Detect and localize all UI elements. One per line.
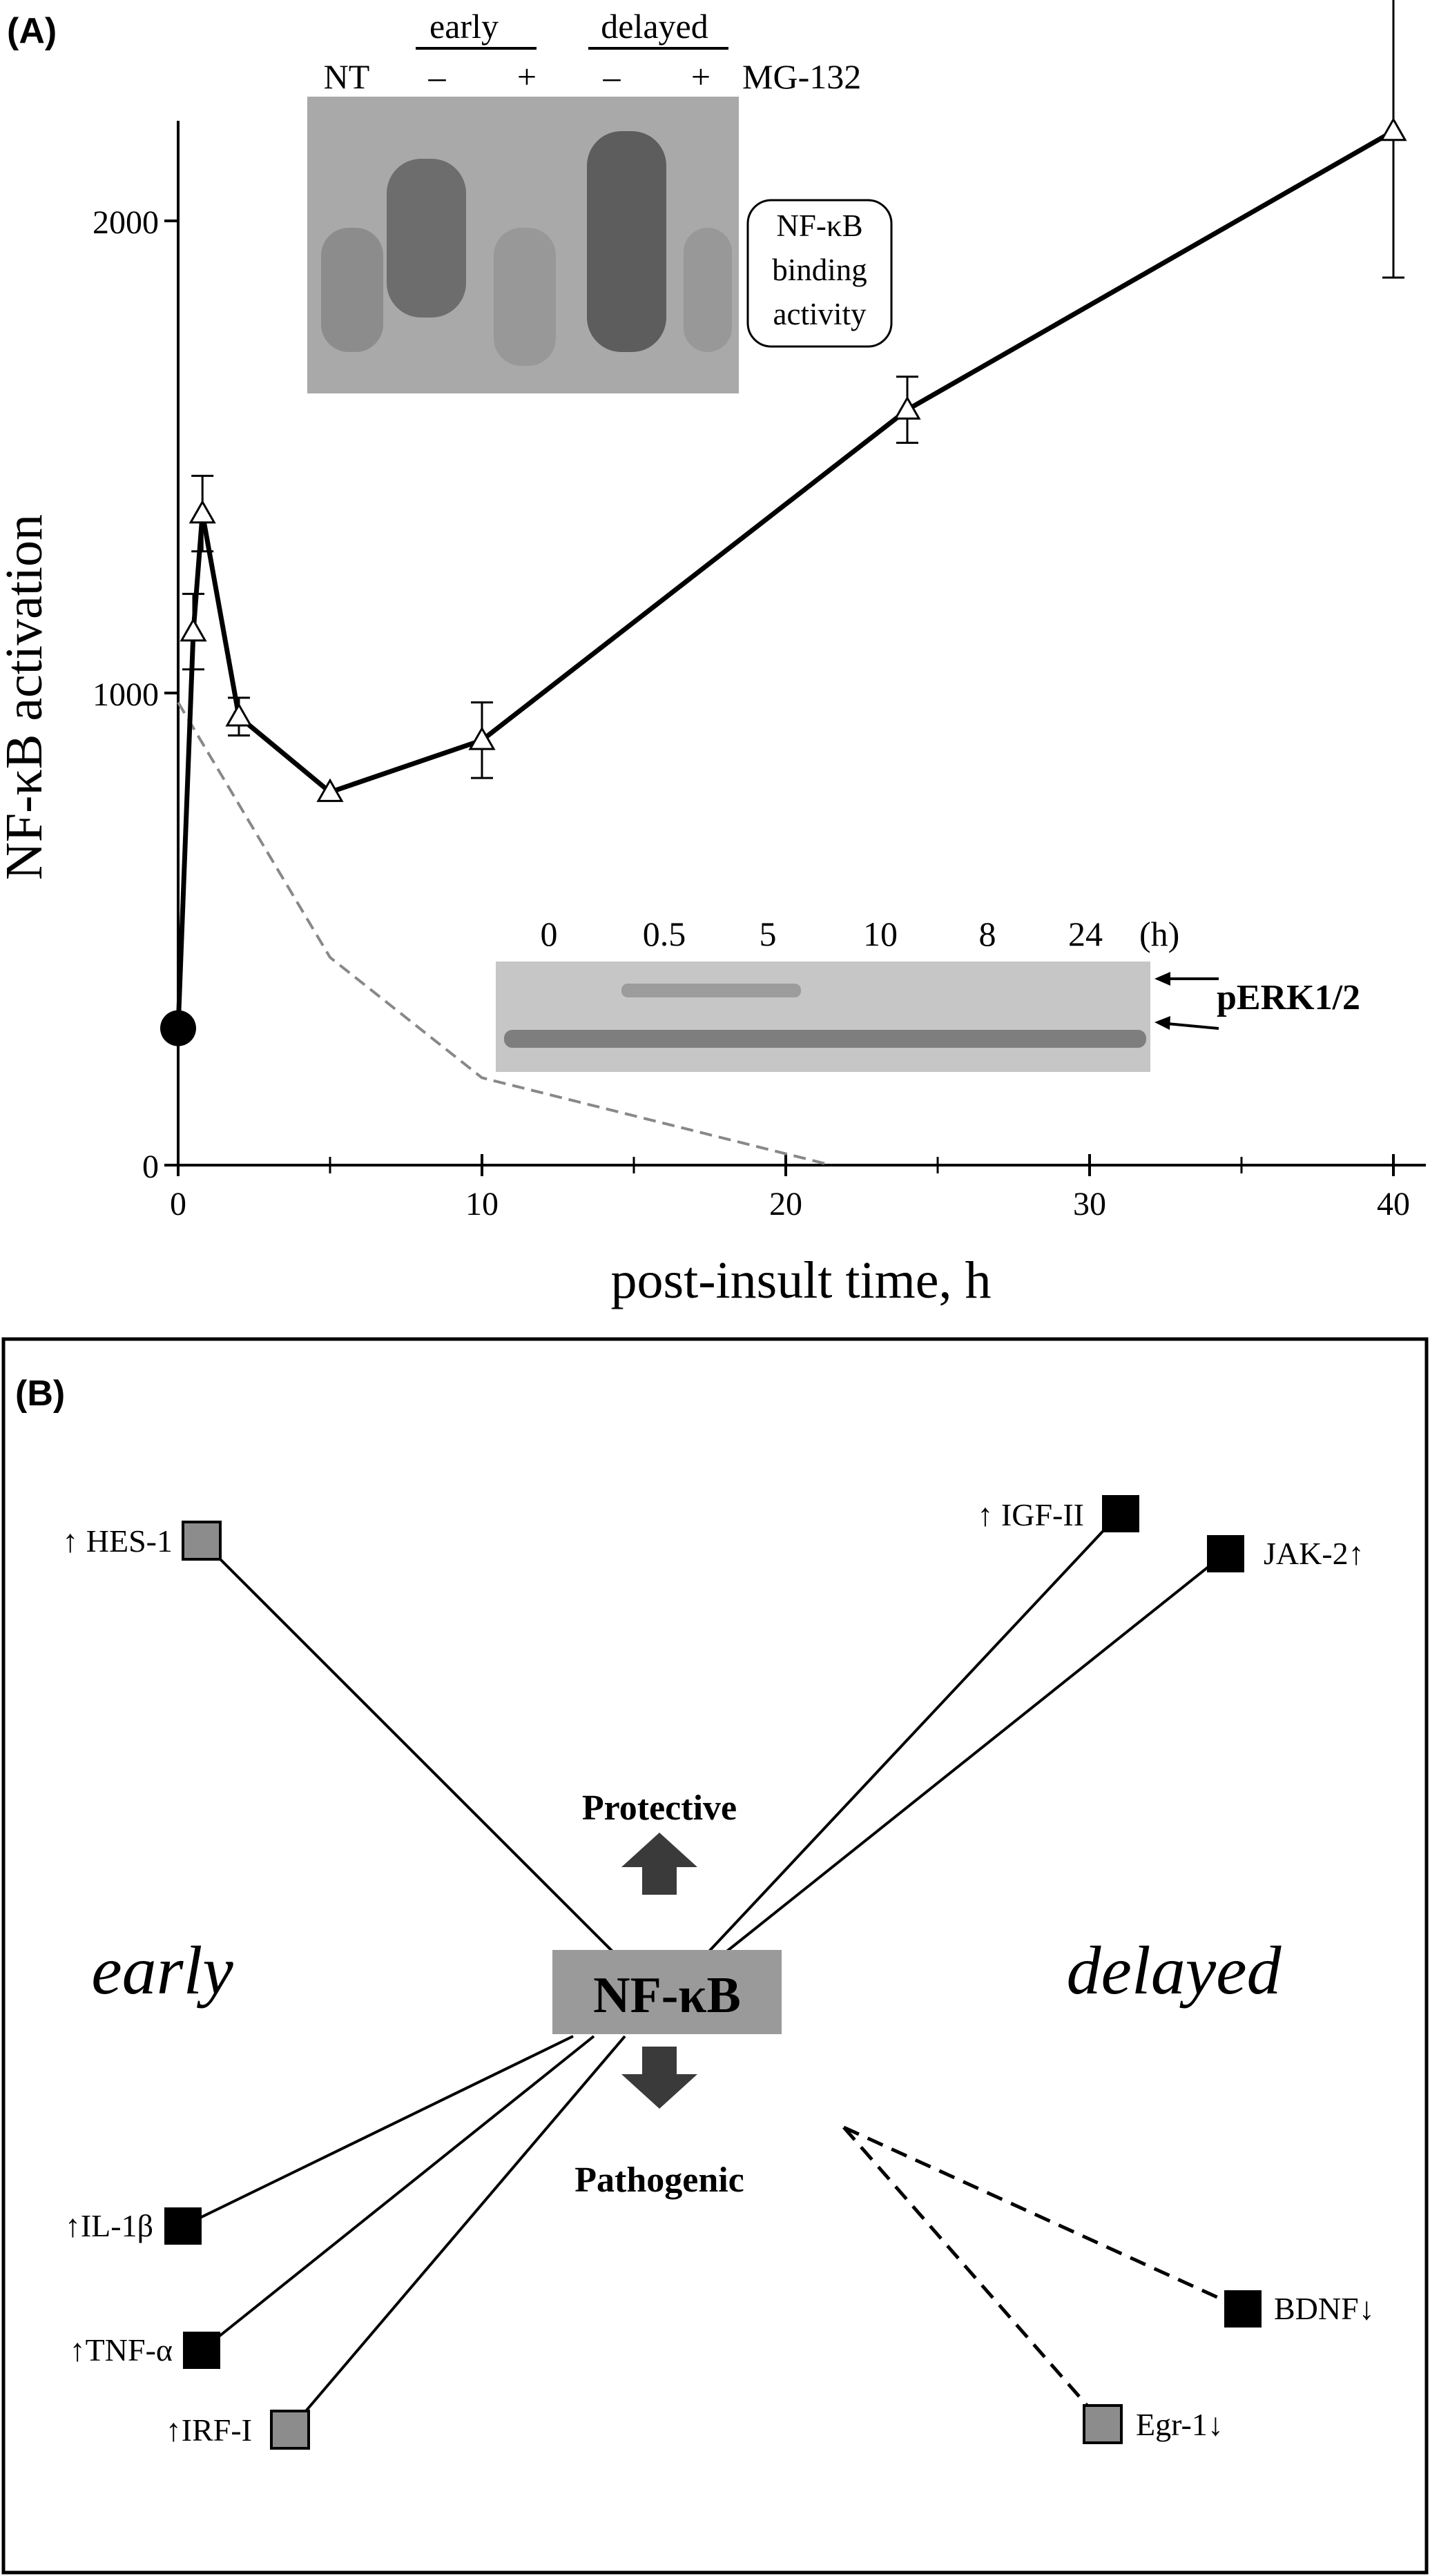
- emsa-band-nt: [321, 228, 383, 352]
- chart-series: [160, 0, 1407, 1167]
- label-il1b: ↑IL-1β: [65, 2208, 153, 2243]
- emsa-lane-delayed-minus: –: [603, 57, 621, 96]
- nfkb-center-box: [552, 1950, 782, 2034]
- baseline-point: [160, 1010, 196, 1046]
- x-tick-label: 30: [1073, 1186, 1106, 1222]
- x-tick-label: 40: [1377, 1186, 1410, 1222]
- x-axis-label: post-insult time, h: [611, 1251, 992, 1309]
- data-point-triangle: [1380, 117, 1407, 142]
- data-point-triangle: [189, 500, 216, 524]
- western-lane-8: 8: [979, 915, 996, 953]
- line-bdnf: [842, 2125, 1244, 2311]
- western-unit: (h): [1139, 915, 1179, 953]
- emsa-lane-delayed-plus: +: [691, 57, 711, 96]
- data-point-triangle: [316, 778, 344, 802]
- panel-a-chart: (A) 0 1000 2000 0 10 20 30 40 NF-κB activation…: [0, 0, 1426, 1309]
- western-upper-band: [621, 984, 801, 997]
- early-label: early: [91, 1932, 233, 2009]
- western-blot-image: [496, 962, 1150, 1072]
- emsa-reagent: MG-132: [742, 57, 861, 96]
- node-bdnf: [1224, 2290, 1262, 2328]
- panel-b-frame: [1, 1337, 1429, 2575]
- emsa-group-delayed: delayed: [601, 7, 708, 46]
- western-lane-0: 0: [541, 915, 558, 953]
- line-jak2: [710, 1552, 1227, 1965]
- dashed-series-line: [177, 701, 832, 1167]
- x-tick-label: 20: [769, 1186, 802, 1222]
- data-point-triangle: [225, 703, 253, 727]
- panel-b-label: (B): [15, 1374, 65, 1414]
- solid-series-line: [175, 129, 1395, 1028]
- y-ticks: 0 1000 2000: [93, 204, 178, 1185]
- node-irf1: [270, 2410, 310, 2450]
- protective-label: Protective: [582, 1788, 737, 1828]
- emsa-label-box: [746, 199, 893, 348]
- data-point-triangle: [180, 618, 207, 642]
- western-arrowhead-lower: [1154, 1016, 1170, 1030]
- data-point-triangle: [468, 726, 496, 750]
- y-tick-label: 1000: [93, 676, 159, 713]
- western-lane-24: 24: [1068, 915, 1103, 953]
- node-tnfa: [183, 2332, 220, 2369]
- node-jak2: [1207, 1535, 1244, 1572]
- delayed-label: delayed: [1067, 1932, 1282, 2009]
- line-egr1: [842, 2126, 1105, 2426]
- western-lane-0-5: 0.5: [643, 915, 686, 953]
- emsa-lane-early-plus: +: [517, 57, 537, 96]
- label-egr1: Egr-1↓: [1136, 2407, 1224, 2442]
- emsa-group-early: early: [429, 7, 499, 46]
- western-arrowhead-upper: [1154, 972, 1170, 986]
- y-tick-label: 2000: [93, 204, 159, 241]
- emsa-band-early-plus: [494, 228, 556, 366]
- line-tnfa: [200, 2035, 595, 2352]
- pathogenic-label: Pathogenic: [574, 2160, 744, 2200]
- line-hes1: [200, 1539, 626, 1965]
- pathogenic-arrow-icon: [621, 2047, 697, 2109]
- western-band-label: pERK1/2: [1217, 978, 1360, 1017]
- x-ticks: 0 10 20 30 40: [170, 1154, 1410, 1222]
- western-lower-band: [504, 1030, 1146, 1048]
- line-igf2: [696, 1512, 1121, 1965]
- emsa-inset: early delayed NT – + – + MG-132 NF-κB bi…: [307, 7, 893, 393]
- protective-arrow-icon: [621, 1833, 697, 1895]
- emsa-label-line-1: NF-κB: [776, 208, 862, 243]
- label-hes1: ↑ HES-1: [62, 1523, 173, 1559]
- emsa-lane-early-minus: –: [428, 57, 447, 96]
- node-hes1: [182, 1521, 222, 1561]
- label-tnfa: ↑TNF-α: [70, 2332, 173, 2368]
- emsa-label-line-3: activity: [773, 297, 867, 331]
- node-il1b: [164, 2207, 202, 2245]
- western-lane-10: 10: [863, 915, 898, 953]
- nfkb-center-label: NF-κB: [593, 1967, 741, 2024]
- panel-a-label: (A): [7, 11, 57, 51]
- label-irf1: ↑IRF-I: [166, 2412, 252, 2448]
- emsa-band-early-minus: [387, 159, 466, 318]
- emsa-band-delayed-plus: [684, 228, 732, 352]
- x-tick-label: 10: [465, 1186, 499, 1222]
- line-il1b: [182, 2035, 574, 2227]
- node-igf2: [1102, 1495, 1139, 1532]
- line-irf1: [289, 2035, 626, 2431]
- label-jak2: JAK-2↑: [1264, 1536, 1364, 1571]
- emsa-band-delayed-minus: [587, 131, 666, 352]
- emsa-lane-nt: NT: [324, 57, 370, 96]
- node-egr1: [1083, 2404, 1123, 2444]
- data-point-triangle: [893, 396, 921, 420]
- y-axis-label: NF-κB activation: [0, 514, 53, 880]
- label-igf2: ↑ IGF-II: [977, 1497, 1084, 1532]
- y-tick-label: 0: [142, 1149, 159, 1185]
- emsa-label-line-2: binding: [772, 253, 867, 287]
- x-tick-label: 0: [170, 1186, 186, 1222]
- western-inset: 0 0.5 5 10 8 24 (h) pERK1/2: [496, 915, 1360, 1072]
- western-lane-5: 5: [760, 915, 777, 953]
- label-bdnf: BDNF↓: [1274, 2291, 1375, 2326]
